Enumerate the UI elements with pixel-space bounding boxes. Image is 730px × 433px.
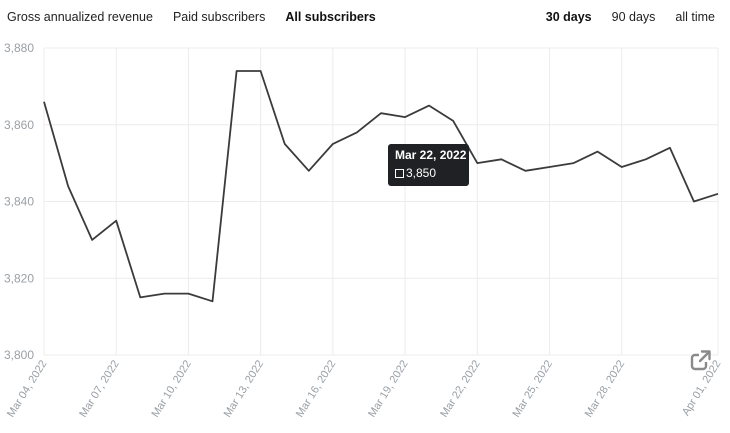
tab-90-days[interactable]: 90 days [611, 10, 656, 24]
open-in-new-icon[interactable] [690, 349, 712, 371]
series-line [43, 70, 719, 303]
x-tick-label: Mar 13, 2022 [222, 358, 267, 419]
tooltip-date: Mar 22, 2022 [395, 148, 467, 162]
x-tick-label: Mar 04, 2022 [5, 358, 50, 419]
y-tick-label: 3,800 [4, 348, 34, 362]
tab-gross-annualized-revenue[interactable]: Gross annualized revenue [7, 10, 153, 24]
y-tick-label: 3,880 [4, 41, 34, 55]
metric-tabs: Gross annualized revenue Paid subscriber… [7, 10, 376, 24]
x-tick-label: Mar 16, 2022 [294, 358, 339, 419]
tooltip-value: 3,850 [406, 166, 437, 180]
tab-all-subscribers[interactable]: All subscribers [285, 10, 376, 24]
x-tick-label: Mar 07, 2022 [77, 358, 122, 419]
tab-all-time[interactable]: all time [675, 10, 715, 24]
series-swatch-icon [395, 168, 404, 178]
tab-paid-subscribers[interactable]: Paid subscribers [172, 10, 266, 24]
y-tick-label: 3,820 [4, 271, 34, 285]
x-tick-label: Mar 22, 2022 [438, 358, 483, 419]
x-tick-label: Mar 19, 2022 [366, 358, 411, 419]
tab-30-days[interactable]: 30 days [545, 10, 592, 24]
x-tick-label: Mar 25, 2022 [511, 358, 556, 419]
y-tick-label: 3,840 [4, 195, 34, 209]
y-tick-label: 3,860 [4, 118, 34, 132]
x-tick-label: Mar 28, 2022 [583, 358, 628, 419]
range-tabs: 30 days 90 days all time [546, 10, 715, 24]
chart-tooltip: Mar 22, 2022 3,850 [388, 144, 469, 186]
tooltip-value-row: 3,850 [395, 166, 436, 180]
x-tick-label: Mar 10, 2022 [149, 358, 194, 419]
